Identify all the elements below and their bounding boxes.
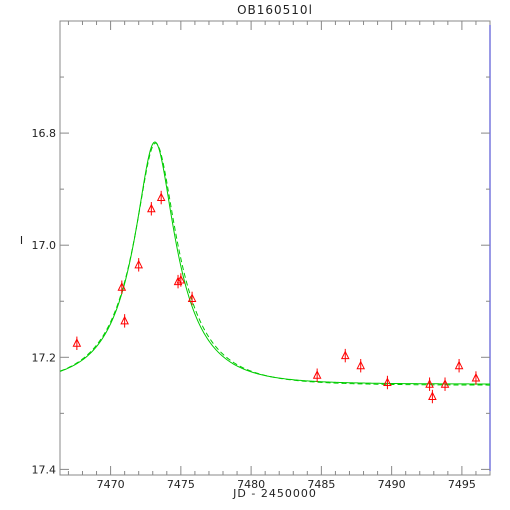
plot-frame <box>59 20 491 476</box>
data-point <box>425 377 434 391</box>
x-tick-label: 7490 <box>378 478 406 491</box>
y-tick-label: 17.0 <box>32 239 57 252</box>
x-tick-label: 7470 <box>97 478 125 491</box>
triangle-marker <box>471 372 481 382</box>
triangle-marker <box>187 293 197 302</box>
data-point <box>117 280 127 294</box>
data-point <box>312 368 322 382</box>
triangle-marker <box>72 338 82 347</box>
x-axis-label: JD - 2450000 <box>232 487 317 500</box>
data-point <box>454 358 464 373</box>
triangle-marker <box>120 315 129 325</box>
x-tick-label: 7495 <box>448 478 476 491</box>
data-point <box>383 375 392 390</box>
y-tick-label: 16.8 <box>32 127 57 140</box>
y-tick-label: 17.2 <box>32 351 57 364</box>
triangle-marker <box>156 192 166 202</box>
triangle-marker <box>356 360 366 370</box>
triangle-marker <box>340 350 350 360</box>
data-point <box>120 314 129 328</box>
triangle-marker <box>176 274 186 284</box>
data-point <box>156 190 166 205</box>
data-point <box>134 258 144 272</box>
x-tick-label: 7475 <box>167 478 195 491</box>
data-point <box>428 389 437 404</box>
axes-group: 7470 7475 7480 7485 7490 7495 16.8 17.0 17.2 17.4 <box>32 20 491 491</box>
triangle-marker <box>147 203 156 213</box>
triangle-marker <box>454 360 464 370</box>
triangle-marker <box>173 276 183 286</box>
y-axis-label: I <box>20 234 24 247</box>
x-tick-label: 7485 <box>307 478 335 491</box>
data-point <box>340 348 350 363</box>
model-curve-solid <box>59 141 490 385</box>
triangle-marker <box>134 259 144 269</box>
model-curves <box>59 141 490 386</box>
triangle-marker <box>425 379 434 388</box>
triangle-marker <box>312 370 322 379</box>
data-point <box>471 371 481 385</box>
chart-title: OB160510l <box>237 3 313 17</box>
data-point <box>187 291 197 306</box>
data-point <box>440 377 450 391</box>
triangle-marker <box>117 282 127 291</box>
data-point <box>147 202 156 216</box>
data-points <box>72 190 481 404</box>
triangle-marker <box>383 377 392 387</box>
model-curve-dashed <box>59 142 490 386</box>
triangle-marker <box>440 379 450 388</box>
data-point <box>356 358 366 373</box>
data-point <box>72 336 82 351</box>
data-point <box>176 273 186 287</box>
x-tick-label: 7480 <box>237 478 265 491</box>
triangle-marker <box>428 391 437 401</box>
y-tick-label: 17.4 <box>32 463 57 476</box>
